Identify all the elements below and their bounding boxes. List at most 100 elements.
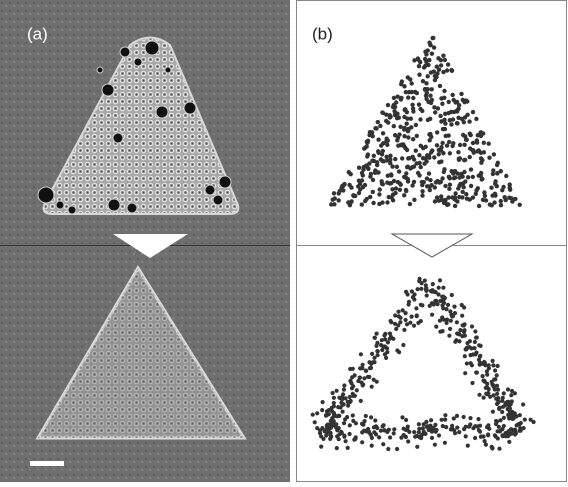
particle [353, 373, 357, 377]
particle [370, 444, 374, 448]
particle [487, 156, 491, 160]
particle [462, 120, 466, 124]
particle [483, 439, 487, 443]
particle [443, 112, 447, 116]
particle [416, 287, 420, 291]
particle [448, 151, 452, 155]
particle [378, 187, 382, 191]
particle [337, 432, 341, 436]
particle [486, 432, 490, 436]
particle [482, 396, 486, 400]
particle [508, 182, 512, 186]
particle [402, 134, 406, 138]
particle [507, 414, 511, 418]
particle [348, 432, 352, 436]
particle [330, 409, 334, 413]
particle [430, 313, 434, 317]
particle [453, 175, 457, 179]
particle [449, 68, 453, 72]
particle [452, 416, 456, 420]
particle [433, 299, 437, 303]
particle [358, 187, 362, 191]
particle [415, 134, 419, 138]
particle [341, 410, 345, 414]
particle [477, 393, 481, 397]
particle [451, 171, 455, 175]
particle [383, 352, 387, 356]
particle [473, 340, 477, 344]
particle [412, 58, 416, 62]
particle [349, 172, 353, 176]
particle [386, 138, 390, 142]
particle [495, 402, 499, 406]
particle [402, 328, 406, 332]
particle [348, 203, 352, 207]
particle [349, 199, 353, 203]
particle [376, 138, 380, 142]
particle [335, 446, 339, 450]
particle [320, 426, 324, 430]
particle [375, 380, 379, 384]
particle [368, 174, 372, 178]
bubble [108, 199, 120, 211]
particle [384, 155, 388, 159]
particle [502, 391, 506, 395]
particle [497, 407, 501, 411]
bubble [213, 195, 223, 205]
particle [491, 359, 495, 363]
particle [426, 74, 430, 78]
particle [432, 155, 436, 159]
particle [417, 153, 421, 157]
particle [517, 423, 521, 427]
particle [415, 314, 419, 318]
particle [370, 385, 374, 389]
panel-label: (b) [312, 24, 333, 43]
particle [505, 400, 509, 404]
particle [423, 87, 427, 91]
particle [433, 443, 437, 447]
particle [468, 422, 472, 426]
particle [509, 402, 513, 406]
particle [466, 444, 470, 448]
particle [367, 375, 371, 379]
particle [473, 436, 477, 440]
particle [468, 155, 472, 159]
particle [373, 336, 377, 340]
particle [462, 305, 466, 309]
particle [428, 138, 432, 142]
particle [400, 156, 404, 160]
particle [404, 188, 408, 192]
particle [377, 202, 381, 206]
particle [394, 327, 398, 331]
particle [417, 427, 421, 431]
particle [493, 387, 497, 391]
particle [351, 392, 355, 396]
particle [342, 435, 346, 439]
particle [330, 416, 334, 420]
particle [462, 415, 466, 419]
particle [466, 175, 470, 179]
bubble [120, 47, 130, 57]
bubble [97, 67, 103, 73]
particle [467, 119, 471, 123]
particle [393, 157, 397, 161]
particle [497, 447, 501, 451]
particle [404, 418, 408, 422]
particle [417, 64, 421, 68]
particle [414, 149, 418, 153]
particle [387, 195, 391, 199]
particle [471, 175, 475, 179]
particle [406, 439, 410, 443]
particle [469, 184, 473, 188]
particle [421, 146, 425, 150]
particle [437, 148, 441, 152]
particle [448, 327, 452, 331]
particle [504, 198, 508, 202]
particle [501, 185, 505, 189]
particle [496, 436, 500, 440]
particle [324, 433, 328, 437]
particle [373, 418, 377, 422]
particle [491, 410, 495, 414]
particle [418, 117, 422, 121]
particle [399, 82, 403, 86]
